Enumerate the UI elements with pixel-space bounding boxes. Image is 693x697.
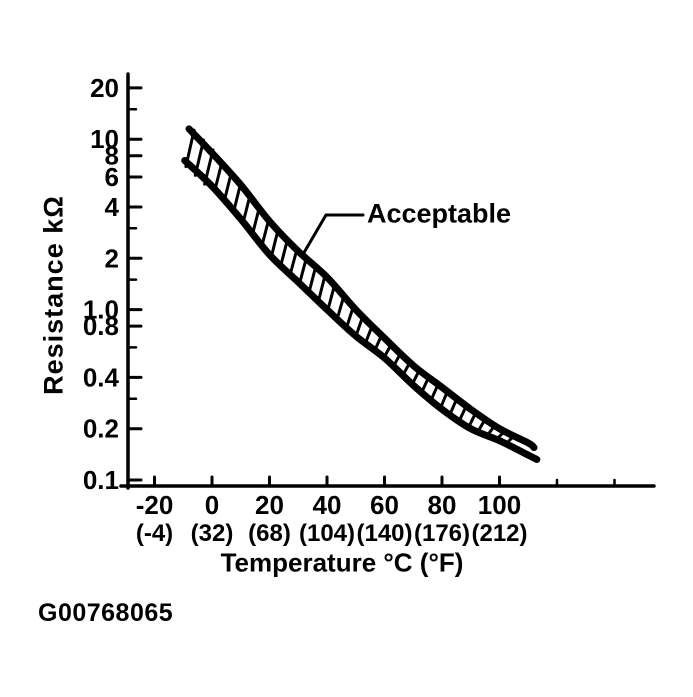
band-lower-curve bbox=[181, 156, 541, 463]
hatch-stroke bbox=[232, 184, 242, 212]
hatch-stroke bbox=[335, 296, 345, 320]
figure-code: G00768065 bbox=[38, 599, 174, 627]
hatch-stroke bbox=[251, 208, 261, 235]
x-tick-label-celsius: -20 bbox=[136, 490, 174, 520]
x-tick-label-fahrenheit: (68) bbox=[248, 520, 291, 547]
x-tick-label-celsius: 100 bbox=[478, 490, 521, 520]
x-tick-label-fahrenheit: (-4) bbox=[136, 520, 173, 547]
y-tick-label: 6 bbox=[105, 162, 119, 192]
x-tick-label-fahrenheit: (140) bbox=[356, 520, 412, 547]
y-tick-label: 20 bbox=[90, 73, 119, 103]
hatch-stroke bbox=[223, 174, 233, 202]
hatch-stroke bbox=[317, 275, 327, 303]
hatch-stroke bbox=[279, 240, 289, 267]
hatch-stroke bbox=[307, 267, 317, 294]
leader-line bbox=[300, 213, 365, 258]
x-tick-label-celsius: 0 bbox=[205, 490, 219, 520]
hatch-stroke bbox=[298, 258, 308, 285]
x-axis-ticks: -20(-4) 0(32) 20(68) 40(104) 60(140) 80(176) 1… bbox=[136, 475, 616, 547]
x-tick-label-fahrenheit: (212) bbox=[471, 520, 527, 547]
acceptable-band bbox=[181, 125, 541, 463]
x-tick-label-fahrenheit: (32) bbox=[191, 520, 234, 547]
x-axis-title: Temperature °C (°F) bbox=[220, 547, 464, 578]
hatch-stroke bbox=[326, 285, 336, 312]
hatch-stroke bbox=[448, 398, 458, 416]
band-upper-curve bbox=[185, 125, 538, 452]
x-tick-label-celsius: 80 bbox=[428, 490, 457, 520]
y-tick-label: 1.0 bbox=[83, 295, 119, 325]
hatch-stroke bbox=[260, 220, 270, 247]
hatch-stroke bbox=[270, 230, 280, 258]
x-tick-label-celsius: 40 bbox=[313, 490, 342, 520]
y-tick-label: 10 bbox=[90, 124, 119, 154]
y-axis-title: Resistance kΩ bbox=[38, 195, 69, 395]
x-tick-label-celsius: 60 bbox=[370, 490, 399, 520]
y-tick-label: 0.2 bbox=[83, 414, 119, 444]
hatch-stroke bbox=[288, 249, 298, 276]
y-tick-label: 0.1 bbox=[83, 465, 119, 495]
y-tick-label: 0.8 bbox=[83, 311, 119, 341]
hatch-stroke bbox=[458, 405, 468, 422]
hatch-stroke bbox=[429, 384, 439, 401]
hatch-stroke bbox=[354, 316, 364, 337]
x-tick-label-fahrenheit: (176) bbox=[414, 520, 470, 547]
x-tick-label-fahrenheit: (104) bbox=[299, 520, 355, 547]
hatch-stroke bbox=[241, 196, 251, 223]
acceptable-band-annotation: Acceptable bbox=[367, 198, 512, 229]
hatch-stroke bbox=[364, 325, 374, 345]
hatch-stroke bbox=[213, 163, 223, 191]
annotation-leader bbox=[300, 213, 365, 258]
y-tick-label: 2 bbox=[105, 243, 119, 273]
hatch-stroke bbox=[345, 306, 355, 329]
axes bbox=[119, 72, 656, 490]
x-tick-label-celsius: 20 bbox=[255, 490, 284, 520]
y-tick-label: 4 bbox=[105, 192, 120, 222]
y-tick-label: 0.4 bbox=[83, 362, 120, 392]
y-tick-label: 8 bbox=[105, 141, 119, 171]
